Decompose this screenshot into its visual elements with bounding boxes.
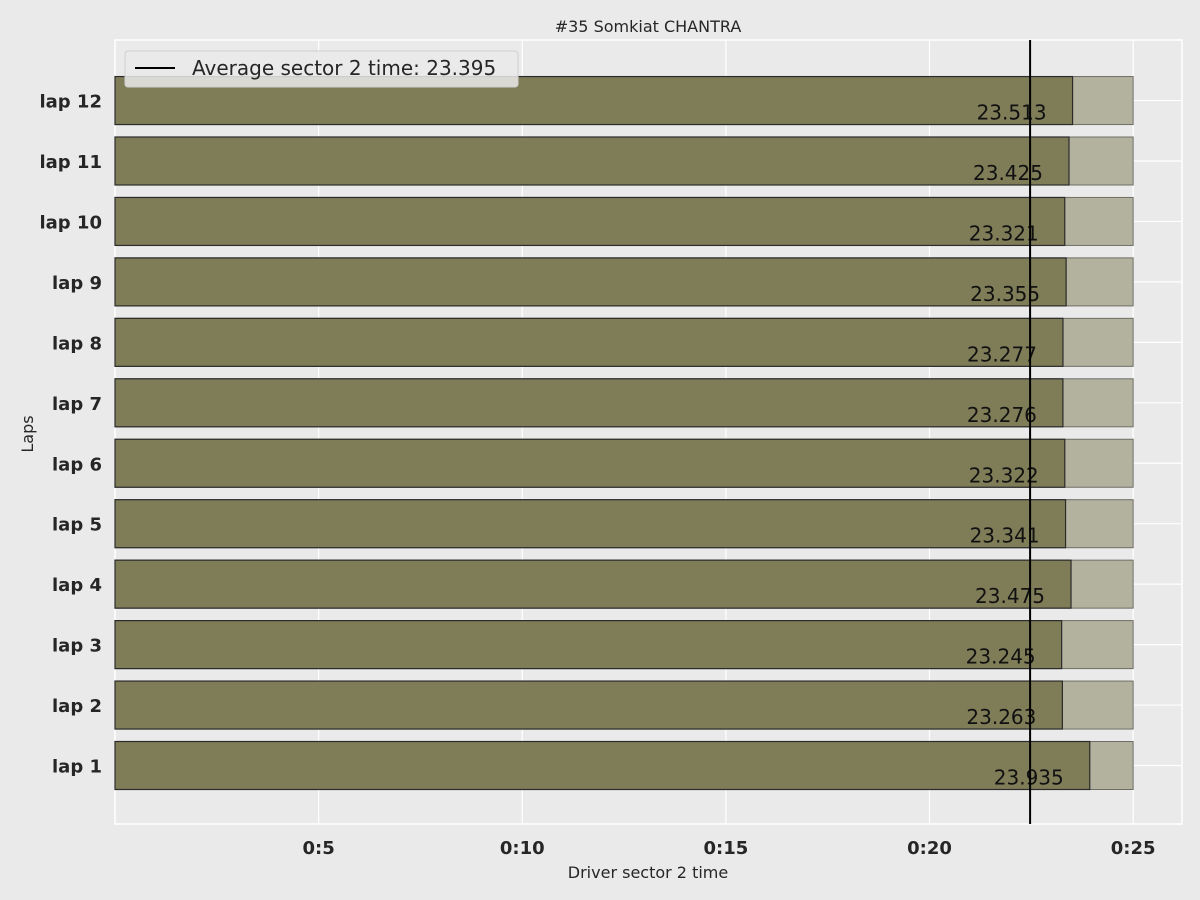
y-axis-label: Laps (18, 415, 37, 452)
bars (114, 75, 1091, 791)
value-label-lap-12: 23.513 (977, 101, 1047, 125)
legend: Average sector 2 time: 23.395 (124, 50, 519, 88)
bar-lap-5 (114, 499, 1067, 549)
value-label-lap-10: 23.321 (969, 221, 1039, 245)
legend-box (124, 50, 519, 88)
bar-lap-11 (114, 136, 1070, 186)
bar-lap-10 (114, 196, 1066, 247)
value-label-lap-3: 23.245 (966, 645, 1036, 669)
value-label-lap-11: 23.425 (973, 161, 1043, 185)
x-axis-label: Driver sector 2 time (568, 863, 728, 882)
y-tick-label-lap-9: lap 9 (52, 273, 102, 294)
bar-lap-8 (114, 317, 1064, 367)
x-tick-label-1: 0:5 (303, 838, 335, 859)
value-label-lap-5: 23.341 (970, 524, 1040, 548)
x-tick-label-5: 0:25 (1111, 838, 1156, 859)
value-label-lap-9: 23.355 (970, 282, 1040, 306)
value-label-lap-8: 23.277 (967, 342, 1037, 366)
y-tick-label-lap-8: lap 8 (52, 333, 102, 354)
bar-lap-3 (114, 619, 1063, 670)
y-tick-label-lap-11: lap 11 (39, 152, 102, 173)
y-tick-label-lap-1: lap 1 (52, 757, 102, 778)
bar-lap-1 (114, 740, 1091, 791)
value-label-lap-7: 23.276 (967, 403, 1037, 427)
x-tick-labels: 0:5 0:10 0:15 0:20 0:25 (303, 838, 1156, 859)
y-tick-label-lap-2: lap 2 (52, 696, 102, 717)
y-tick-label-lap-12: lap 12 (39, 92, 102, 113)
y-tick-label-lap-10: lap 10 (39, 212, 102, 233)
x-tick-label-4: 0:20 (907, 838, 952, 859)
value-labels: 23.935 23.263 23.245 23.475 23.341 23.322 23.2… (966, 101, 1064, 790)
y-tick-label-lap-3: lap 3 (52, 636, 102, 657)
bar-lap-9 (114, 257, 1067, 307)
y-tick-label-lap-6: lap 6 (52, 454, 102, 475)
value-label-lap-2: 23.263 (966, 705, 1036, 729)
bar-lap-7 (114, 378, 1064, 428)
bar-lap-4 (114, 559, 1072, 609)
value-label-lap-6: 23.322 (969, 463, 1039, 487)
y-tick-label-lap-4: lap 4 (52, 575, 102, 596)
legend-label: Average sector 2 time: 23.395 (192, 56, 496, 80)
chart-title: #35 Somkiat CHANTRA (555, 17, 742, 36)
x-tick-label-3: 0:15 (703, 838, 748, 859)
bar-lap-6 (114, 438, 1066, 488)
plot-border (114, 39, 1183, 825)
y-tick-label-lap-7: lap 7 (52, 394, 102, 415)
value-label-lap-1: 23.935 (994, 766, 1064, 790)
x-tick-label-2: 0:10 (500, 838, 545, 859)
value-label-lap-4: 23.475 (975, 584, 1045, 608)
y-tick-label-lap-5: lap 5 (52, 515, 102, 536)
bar-lap-2 (114, 680, 1063, 730)
y-tick-labels: lap 1 lap 2 lap 3 lap 4 lap 5 lap 6 lap 7 lap 8… (39, 92, 102, 778)
